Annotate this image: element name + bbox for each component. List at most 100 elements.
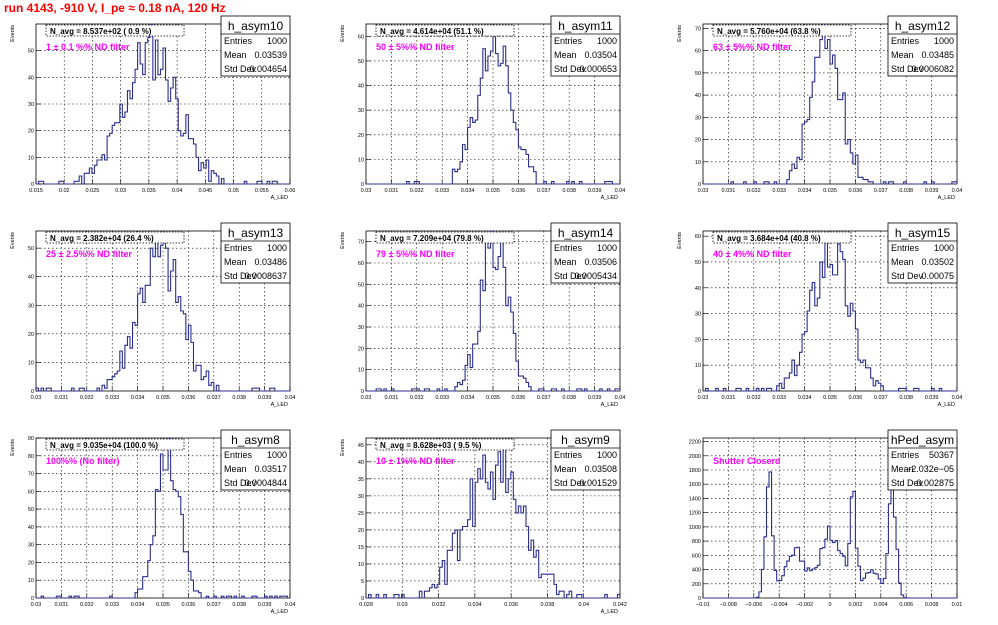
stats-box: [220, 222, 291, 284]
run-title: run 4143, -910 V, I_pe ≈ 0.18 nA, 120 Hz: [4, 1, 226, 15]
navg-label: N_avg = 3.684e+04 (40.8 %): [717, 234, 821, 243]
y-tick-label: 400: [692, 568, 701, 574]
y-tick-label: 1000: [689, 525, 701, 531]
x-tick-label: 0.034: [131, 602, 145, 608]
stats-label: Mean: [891, 257, 914, 267]
stats-value: −2.032e−05: [906, 464, 954, 474]
x-tick-label: 0.035: [823, 395, 837, 401]
x-tick-label: 0.039: [258, 602, 272, 608]
x-tick-label: 0.028: [359, 602, 373, 608]
x-tick-label: 0.038: [562, 395, 576, 401]
histogram-title: h_asym12: [895, 19, 951, 33]
y-tick-label: 70: [695, 26, 701, 32]
navg-label: N_avg = 2.382e+04 (26.4 %): [50, 234, 154, 243]
stats-label: Std Dev: [554, 271, 587, 281]
x-tick-label: 0.042: [613, 602, 627, 608]
navg-label: N_avg = 8.628e+03 ( 9.5 %): [380, 441, 482, 450]
x-tick-label: 0.034: [798, 188, 812, 194]
stats-label: Std Dev: [554, 64, 587, 74]
x-tick-label: 0.032: [80, 395, 94, 401]
y-tick-label: 60: [358, 261, 364, 267]
y-tick-label: 40: [28, 525, 34, 531]
histogram-title: h_asym14: [558, 226, 614, 240]
stats-label: Mean: [224, 257, 247, 267]
x-tick-label: 0.033: [435, 395, 449, 401]
x-tick-label: 0.039: [925, 188, 939, 194]
x-tick-label: 0.04: [172, 188, 183, 194]
y-axis-title: Events: [10, 439, 16, 456]
x-axis-title: A_LED: [271, 609, 288, 615]
stats-value: 1000: [597, 243, 617, 253]
x-tick-label: 0.035: [823, 188, 837, 194]
stats-label: Mean: [224, 50, 247, 60]
filter-label: 40 ± 4%% ND filter: [713, 249, 792, 259]
stats-label: Entries: [224, 450, 253, 460]
y-tick-label: 40: [358, 84, 364, 90]
histogram-series: [366, 230, 621, 392]
stats-label: Std Dev: [891, 64, 924, 74]
y-tick-label: 20: [358, 346, 364, 352]
histogram-title: h_asym15: [895, 226, 951, 240]
x-tick-label: 0.006: [899, 602, 913, 608]
x-tick-label: 0.02: [59, 188, 70, 194]
x-tick-label: 0.03: [698, 395, 709, 401]
y-axis-title: Events: [340, 25, 346, 42]
x-tick-label: 0.038: [232, 602, 246, 608]
x-tick-label: 0.04: [578, 602, 589, 608]
y-axis-title: Events: [340, 439, 346, 456]
x-tick-label: 0.032: [80, 602, 94, 608]
navg-label: N_avg = 8.537e+02 ( 0.9 %): [50, 27, 152, 36]
navg-box: [712, 231, 852, 244]
x-tick-label: 0.037: [874, 188, 888, 194]
y-tick-label: 5: [361, 579, 364, 585]
navg-box: [45, 231, 185, 244]
filter-label: 10 ± 1%% ND filter: [376, 456, 455, 466]
x-tick-label: 0.032: [410, 188, 424, 194]
x-axis-title: A_LED: [601, 609, 618, 615]
y-tick-label: 20: [695, 337, 701, 343]
y-tick-label: 600: [692, 553, 701, 559]
y-tick-label: 2000: [689, 454, 701, 460]
x-tick-label: 0.04: [952, 188, 963, 194]
stats-value: 0.03506: [584, 257, 617, 267]
stats-value: 1000: [597, 450, 617, 460]
x-tick-label: 0.032: [432, 602, 446, 608]
y-tick-label: 0: [698, 596, 701, 602]
stats-value: 1000: [597, 36, 617, 46]
y-tick-label: 10: [358, 368, 364, 374]
y-tick-label: 10: [358, 157, 364, 163]
stats-label: Entries: [891, 450, 920, 460]
x-tick-label: 0.035: [156, 395, 170, 401]
y-tick-label: 30: [695, 312, 701, 318]
y-tick-label: 60: [695, 234, 701, 240]
x-tick-label: 0.033: [772, 395, 786, 401]
y-tick-label: 60: [358, 34, 364, 40]
x-tick-label: 0.036: [182, 602, 196, 608]
x-tick-label: 0.031: [722, 395, 736, 401]
x-tick-label: 0.034: [131, 395, 145, 401]
stats-value: 0.03539: [254, 50, 287, 60]
x-axis-title: A_LED: [271, 402, 288, 408]
x-tick-label: 0.015: [29, 188, 43, 194]
stats-label: Entries: [891, 243, 920, 253]
histogram-panel: 0.03 0.031 0.032 0.033 0.034 0.035 0.036 0.037 0…: [10, 222, 295, 408]
x-tick-label: 0.06: [285, 188, 296, 194]
x-tick-label: 0.034: [461, 188, 475, 194]
filter-label: 63 ± 5%% ND filter: [713, 42, 792, 52]
x-tick-label: 0.045: [198, 188, 212, 194]
x-tick-label: 0.01: [952, 602, 963, 608]
histogram-title: h_asym13: [228, 226, 284, 240]
stats-box: [220, 15, 291, 77]
x-tick-label: 0.034: [468, 602, 482, 608]
y-tick-label: 1400: [689, 496, 701, 502]
stats-label: Std Dev: [891, 478, 924, 488]
y-tick-label: 1600: [689, 482, 701, 488]
x-tick-label: 0.031: [55, 395, 69, 401]
y-tick-label: 1800: [689, 468, 701, 474]
y-tick-label: 1200: [689, 511, 701, 517]
x-tick-label: 0.037: [207, 395, 221, 401]
y-tick-label: 90: [28, 436, 34, 442]
x-tick-label: 0.055: [255, 188, 269, 194]
stats-value: 0.03486: [254, 257, 287, 267]
